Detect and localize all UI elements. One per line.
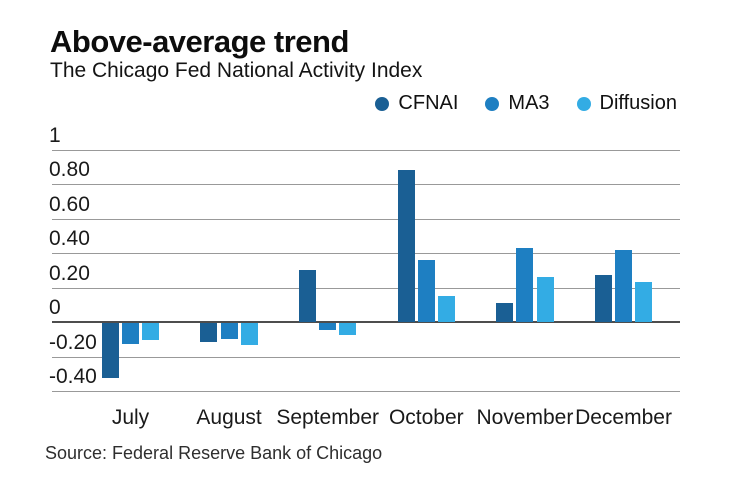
bar-cfnai-december [594, 275, 612, 322]
x-axis-label-august: August [196, 406, 262, 429]
legend-item-diffusion: Diffusion [576, 92, 677, 115]
bar-cfnai-october [397, 170, 415, 322]
bar-diffusion-september [339, 323, 357, 336]
bar-diffusion-august [240, 323, 258, 346]
gridline [52, 149, 680, 151]
cfnai-dot-icon [375, 96, 390, 111]
legend-label-cfnai: CFNAI [398, 92, 459, 114]
bar-diffusion-december [635, 282, 653, 322]
bar-cfnai-august [200, 323, 218, 342]
y-axis-tick-label: -0.40 [49, 365, 97, 388]
ma3-dot-icon [485, 96, 500, 111]
gridline [52, 391, 680, 392]
bar-ma3-october [417, 259, 435, 322]
gridline [52, 287, 680, 289]
bar-diffusion-october [438, 296, 456, 322]
bar-ma3-november [516, 247, 534, 322]
y-axis-tick-label: 0.20 [49, 261, 90, 285]
page-subtitle: The Chicago Fed National Activity Index [50, 59, 423, 82]
gridline [52, 253, 680, 254]
x-axis-label-july: July [111, 406, 150, 429]
x-axis-label-november: November [476, 406, 574, 429]
y-axis-tick-label: 0.60 [49, 192, 90, 216]
bar-ma3-september [319, 323, 337, 330]
x-axis-label-december: December [575, 406, 672, 429]
legend-item-cfnai: CFNAI [375, 92, 458, 115]
source-note: Source: Federal Reserve Bank of Chicago [45, 443, 383, 463]
gridline [52, 184, 680, 185]
y-axis-tick-label: 0 [49, 296, 61, 319]
legend-label-ma3: MA3 [508, 92, 550, 114]
gridline [52, 218, 680, 220]
y-axis-tick-label: 1 [49, 123, 61, 147]
bar-cfnai-september [298, 270, 316, 322]
legend: CFNAI MA3 Diffusion [375, 92, 677, 115]
gridline [52, 356, 680, 358]
diffusion-dot-icon [576, 96, 591, 111]
y-axis-tick-label: 0.80 [49, 158, 90, 181]
y-axis-tick-label: -0.20 [49, 330, 97, 354]
bar-ma3-july [122, 323, 139, 344]
legend-item-ma3: MA3 [485, 92, 550, 115]
x-axis-label-october: October [388, 406, 464, 429]
x-axis-label-september: September [276, 406, 380, 429]
legend-label-diffusion: Diffusion [599, 92, 677, 114]
y-axis-tick-label: 0.40 [49, 227, 90, 250]
bar-ma3-december [615, 249, 632, 322]
page-title: Above-average trend [50, 24, 349, 59]
bar-diffusion-july [142, 323, 160, 341]
bar-cfnai-july [101, 323, 119, 379]
bar-ma3-august [220, 323, 238, 339]
zero-gridline [52, 321, 680, 323]
bar-cfnai-november [496, 303, 514, 322]
bar-diffusion-november [536, 277, 554, 322]
